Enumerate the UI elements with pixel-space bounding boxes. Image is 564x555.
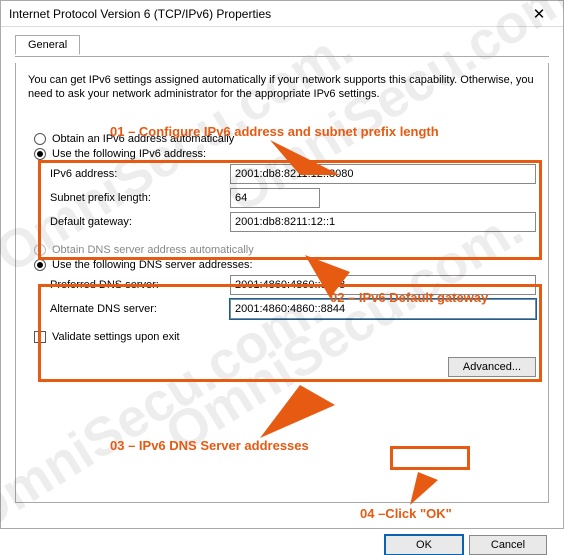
checkbox-icon	[34, 331, 46, 343]
radio-icon	[34, 259, 46, 271]
default-gateway-label: Default gateway:	[50, 216, 230, 228]
tab-strip: General	[15, 35, 549, 57]
ipv6-address-input[interactable]	[230, 164, 536, 184]
ok-button[interactable]: OK	[385, 535, 463, 555]
radio-obtain-auto[interactable]: Obtain an IPv6 address automatically	[34, 133, 536, 145]
footer-buttons: OK Cancel	[13, 535, 547, 555]
validate-label: Validate settings upon exit	[52, 331, 180, 343]
radio-icon	[34, 133, 46, 145]
address-fields: IPv6 address: Subnet prefix length: Defa…	[28, 164, 536, 232]
advanced-button[interactable]: Advanced...	[448, 357, 536, 377]
cancel-button[interactable]: Cancel	[469, 535, 547, 555]
description-text: You can get IPv6 settings assigned autom…	[28, 73, 536, 102]
panel-general: You can get IPv6 settings assigned autom…	[15, 63, 549, 503]
tab-underline	[15, 56, 549, 57]
radio-use-manual[interactable]: Use the following IPv6 address:	[34, 148, 536, 160]
radio-label: Obtain an IPv6 address automatically	[52, 133, 234, 145]
default-gateway-input[interactable]	[230, 212, 536, 232]
dialog-window: Internet Protocol Version 6 (TCP/IPv6) P…	[0, 0, 564, 529]
radio-label: Use the following DNS server addresses:	[52, 259, 253, 271]
content-area: General You can get IPv6 settings assign…	[1, 27, 563, 537]
radio-dns-auto: Obtain DNS server address automatically	[34, 244, 536, 256]
radio-icon	[34, 244, 46, 256]
ipv6-address-label: IPv6 address:	[50, 168, 230, 180]
preferred-dns-label: Preferred DNS server:	[50, 279, 230, 291]
titlebar: Internet Protocol Version 6 (TCP/IPv6) P…	[1, 1, 563, 27]
close-icon[interactable]: ✕	[519, 5, 559, 23]
tab-general[interactable]: General	[15, 35, 80, 55]
alternate-dns-label: Alternate DNS server:	[50, 303, 230, 315]
preferred-dns-input[interactable]	[230, 275, 536, 295]
prefix-length-label: Subnet prefix length:	[50, 192, 230, 204]
alternate-dns-input[interactable]	[230, 299, 536, 319]
prefix-length-input[interactable]	[230, 188, 320, 208]
dns-fields: Preferred DNS server: Alternate DNS serv…	[28, 275, 536, 319]
radio-label: Obtain DNS server address automatically	[52, 244, 254, 256]
radio-icon	[34, 148, 46, 160]
window-title: Internet Protocol Version 6 (TCP/IPv6) P…	[9, 7, 519, 21]
validate-checkbox-row[interactable]: Validate settings upon exit	[34, 331, 536, 343]
radio-label: Use the following IPv6 address:	[52, 148, 206, 160]
radio-dns-manual[interactable]: Use the following DNS server addresses:	[34, 259, 536, 271]
